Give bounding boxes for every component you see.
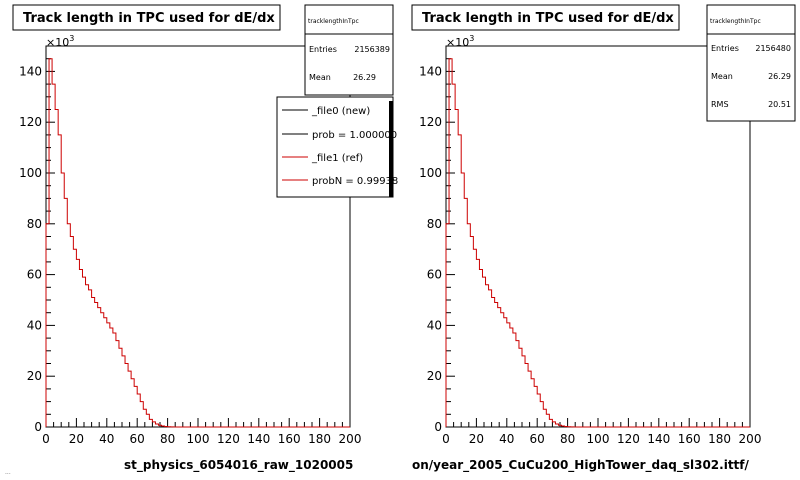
left-stats-box (304, 4, 394, 96)
left-y-tick-label-1: 20 (27, 369, 42, 383)
left-y-tick-label-0: 0 (34, 420, 42, 434)
right-axis-ticks (445, 45, 751, 428)
right-y-tick-label-7: 140 (419, 64, 442, 78)
right-y-tick-label-5: 100 (419, 166, 442, 180)
left-y-multiplier: ×103 (46, 34, 74, 49)
right-stats-box (706, 4, 796, 122)
left-x-tick-label-3: 60 (130, 432, 145, 446)
right-x-tick-label-6: 120 (617, 432, 640, 446)
left-stats-mean-label: Mean (309, 73, 331, 82)
right-stats-entries-label: Entries (711, 44, 739, 53)
left-chart-title: Track length in TPC used for dE/dx (23, 11, 275, 26)
right-x-tick-label-2: 40 (499, 432, 514, 446)
left-y-tick-label-6: 120 (19, 115, 42, 129)
right-x-tick-label-5: 100 (587, 432, 610, 446)
left-x-tick-label-8: 160 (278, 432, 301, 446)
left-y-tick-label-7: 140 (19, 64, 42, 78)
right-y-tick-label-1: 20 (427, 369, 442, 383)
left-y-tick-label-3: 60 (27, 268, 42, 282)
right-x-tick-label-0: 0 (442, 432, 450, 446)
right-title-box (411, 4, 680, 31)
left-legend: _file0 (new) prob = 1.000000 _file1 (ref… (276, 96, 398, 198)
right-x-tick-label-4: 80 (560, 432, 575, 446)
right-stats-name: tracklengthInTpc (710, 18, 761, 25)
left-legend-shadow (389, 101, 393, 197)
right-y-tick-label-3: 60 (427, 268, 442, 282)
left-x-tick-label-1: 20 (69, 432, 84, 446)
left-y-tick-label-4: 80 (27, 217, 42, 231)
corner-note: ... (5, 469, 11, 476)
right-stats-entries-value: 2156480 (755, 44, 791, 53)
right-y-tick-label-2: 40 (427, 318, 442, 332)
left-x-tick-label-10: 200 (339, 432, 362, 446)
left-histogram-line (45, 58, 350, 428)
right-x-tick-label-8: 160 (678, 432, 701, 446)
left-title-box (12, 4, 281, 31)
left-stats-mean-value: 26.29 (353, 73, 376, 82)
right-stats-mean-value: 26.29 (768, 72, 791, 81)
right-y-tick-label-0: 0 (434, 420, 442, 434)
right-y-tick-label-6: 120 (419, 115, 442, 129)
right-stats-mean-label: Mean (711, 72, 733, 81)
right-x-tick-label-1: 20 (469, 432, 484, 446)
right-x-tick-label-3: 60 (530, 432, 545, 446)
right-y-multiplier: ×103 (446, 34, 474, 49)
right-histogram-line (445, 58, 750, 428)
left-legend-entry-1: prob = 1.000000 (312, 130, 397, 141)
left-chart: ×103 Track length in TPC used for dE/dx … (5, 4, 398, 476)
left-y-tick-label-2: 40 (27, 318, 42, 332)
right-stats-rms-value: 20.51 (768, 100, 791, 109)
left-legend-entry-0: _file0 (new) (311, 106, 370, 117)
left-x-tick-label-5: 100 (187, 432, 210, 446)
left-x-tick-label-9: 180 (308, 432, 331, 446)
left-x-tick-label-6: 120 (217, 432, 240, 446)
left-filename: st_physics_6054016_raw_1020005 (124, 458, 353, 473)
right-chart: ×103 Track length in TPC used for dE/dx … (411, 4, 796, 473)
right-plot-frame (445, 45, 751, 428)
right-chart-title: Track length in TPC used for dE/dx (422, 11, 674, 26)
right-x-tick-label-9: 180 (708, 432, 731, 446)
left-stats-entries-value: 2156389 (354, 45, 390, 54)
left-x-tick-label-7: 140 (247, 432, 270, 446)
right-filename: on/year_2005_CuCu200_HighTower_daq_sl302… (412, 458, 750, 473)
left-x-tick-label-4: 80 (160, 432, 175, 446)
left-stats-entries-label: Entries (309, 45, 337, 54)
right-y-tick-label-4: 80 (427, 217, 442, 231)
right-pad: ×103 Track length in TPC used for dE/dx … (400, 0, 800, 480)
right-x-tick-label-10: 200 (739, 432, 762, 446)
right-x-tick-label-7: 140 (647, 432, 670, 446)
left-axis-ticks (45, 45, 351, 428)
left-legend-entry-2: _file1 (ref) (311, 153, 363, 164)
left-stats-name: tracklengthInTpc (308, 18, 359, 25)
left-y-tick-label-5: 100 (19, 166, 42, 180)
left-legend-entry-3: probN = 0.99938 (312, 176, 398, 187)
left-x-tick-label-2: 40 (99, 432, 114, 446)
left-x-tick-label-0: 0 (42, 432, 50, 446)
left-pad: ×103 Track length in TPC used for dE/dx … (5, 4, 398, 476)
right-stats-rms-label: RMS (711, 100, 729, 109)
